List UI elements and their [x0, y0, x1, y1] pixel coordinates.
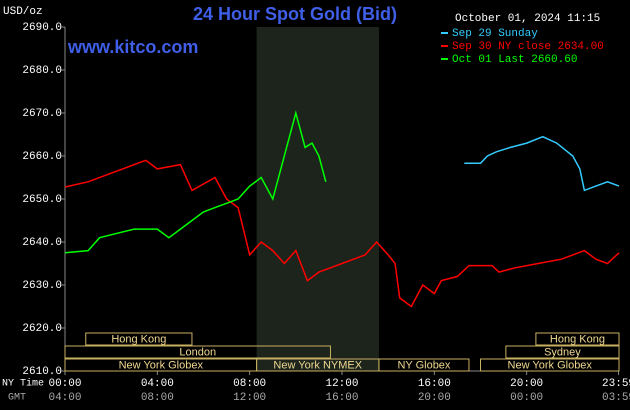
x2-tick-label: 16:00: [325, 392, 358, 404]
series-line: [464, 135, 620, 192]
y-tick-label: 2650.0: [22, 194, 62, 206]
x-label: NY Time: [2, 378, 44, 390]
y-tick-label: 2680.0: [22, 65, 62, 77]
chart-title: 24 Hour Spot Gold (Bid): [193, 4, 397, 24]
x-tick-label: 12:00: [325, 378, 358, 390]
series-line: [64, 110, 327, 254]
session-box: [85, 332, 193, 346]
session-label: New York Globex: [508, 359, 593, 371]
session-label: Sydney: [544, 346, 581, 358]
x2-tick-label: 00:00: [510, 392, 543, 404]
session-box: [480, 358, 620, 372]
x-tick-label: 04:00: [141, 378, 174, 390]
timestamp: October 01, 2024 11:15: [455, 13, 600, 25]
series-line: [64, 159, 620, 308]
session-box: [505, 345, 620, 359]
x-tick-label: 00:00: [48, 378, 81, 390]
session-label: New York NYMEX: [273, 359, 362, 371]
x-tick-label: 20:00: [510, 378, 543, 390]
legend-label: Oct 01 Last 2660.60: [452, 54, 577, 66]
x2-tick-label: 04:00: [48, 392, 81, 404]
x-tick-label: 16:00: [418, 378, 451, 390]
y-tick-label: 2670.0: [22, 108, 62, 120]
x-tick-label: 08:00: [233, 378, 266, 390]
session-label: Hong Kong: [111, 333, 166, 345]
x2-tick-label: 08:00: [141, 392, 174, 404]
y-tick-label: 2660.0: [22, 151, 62, 163]
legend-label: Sep 30 NY close 2634.00: [452, 41, 604, 53]
session-label: Hong Kong: [550, 333, 605, 345]
y-tick-label: 2620.0: [22, 323, 62, 335]
session-label: New York Globex: [119, 359, 204, 371]
highlight: [256, 27, 379, 371]
x2-tick-label: 20:00: [418, 392, 451, 404]
source: www.kitco.com: [67, 37, 198, 57]
session-box: [64, 345, 331, 359]
session-box: [535, 332, 620, 346]
y-tick-label: 2640.0: [22, 237, 62, 249]
x-tick-label: 23:59: [602, 378, 630, 390]
x2-label: GMT: [8, 393, 26, 404]
y-tick-label: 2630.0: [22, 280, 62, 292]
y-tick-label: 2610.0: [22, 366, 62, 378]
y-label: USD/oz: [3, 6, 43, 18]
session-label: London: [179, 346, 216, 358]
y-tick-label: 2690.0: [22, 22, 62, 34]
session-label: NY Globex: [397, 359, 450, 371]
x2-tick-label: 03:59: [602, 392, 630, 404]
legend-label: Sep 29 Sunday: [452, 28, 538, 40]
session-box: [378, 358, 470, 372]
x2-tick-label: 12:00: [233, 392, 266, 404]
